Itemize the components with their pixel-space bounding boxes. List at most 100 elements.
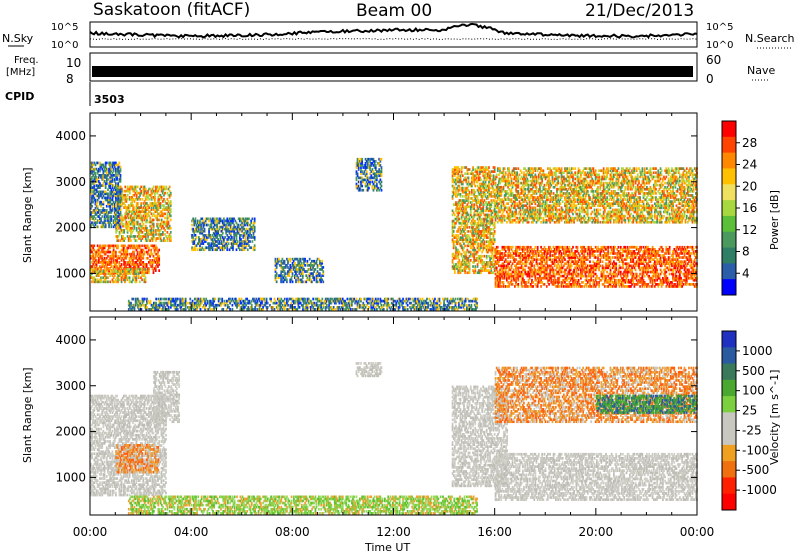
heatmap-cell xyxy=(95,172,97,175)
nsky-tick-bottom: 10^0 xyxy=(51,40,78,51)
freq-tick-top: 10 xyxy=(66,56,81,70)
heatmap-cell xyxy=(95,217,97,220)
heatmap-cell xyxy=(135,235,137,238)
heatmap-cell xyxy=(137,251,139,254)
heatmap-cell xyxy=(105,245,107,248)
heatmap-cell xyxy=(170,219,172,222)
freq-tick-bottom: 8 xyxy=(66,72,74,86)
heatmap-cell xyxy=(101,215,103,218)
heatmap-cell xyxy=(137,202,139,205)
nsky-strip: N.Sky 10^5 10^0 10^5 10^0 N.Search xyxy=(2,22,795,51)
heatmap-cell xyxy=(107,193,109,196)
heatmap-cell xyxy=(93,245,95,248)
heatmap-cell xyxy=(170,235,172,238)
heatmap-cell xyxy=(97,268,99,271)
heatmap-cell xyxy=(117,245,119,248)
heatmap-cell xyxy=(165,186,167,189)
freq-label-2: [MHz] xyxy=(6,67,35,78)
heatmap-cell xyxy=(170,200,172,203)
heatmap-cell xyxy=(164,217,166,220)
plot-canvas: Saskatoon (fitACF) Beam 00 21/Dec/2013 N… xyxy=(0,0,800,554)
heatmap-cell xyxy=(109,281,111,284)
heatmap-cell xyxy=(123,229,125,232)
heatmap-cell xyxy=(100,272,102,275)
heatmap-cell xyxy=(119,279,121,282)
heatmap-cell xyxy=(97,226,99,229)
heatmap-cell xyxy=(145,276,147,279)
heatmap-cell xyxy=(136,227,138,230)
nave-tick-bottom: 0 xyxy=(706,72,714,86)
heatmap-cell xyxy=(111,270,113,273)
heatmap-cell xyxy=(137,221,139,224)
heatmap-cell xyxy=(140,202,142,205)
nsky-right-tick-top: 10^5 xyxy=(706,22,733,33)
heatmap-cell xyxy=(158,269,160,272)
nsearch-label: N.Search xyxy=(745,32,795,45)
heatmap-cell xyxy=(103,270,105,273)
heatmap-cell xyxy=(133,251,135,254)
heatmap-cell xyxy=(156,247,158,250)
heatmap-cell xyxy=(118,239,120,242)
heatmap-cell xyxy=(91,205,93,208)
heatmap-cell xyxy=(148,198,150,201)
freq-label-1: Freq. xyxy=(14,55,39,66)
radar-summary-plot: Saskatoon (fitACF) Beam 00 21/Dec/2013 N… xyxy=(0,0,800,554)
heatmap-cell xyxy=(140,186,142,189)
heatmap-cell xyxy=(109,251,111,254)
heatmap-cell xyxy=(103,201,105,204)
heatmap-cell xyxy=(142,231,144,234)
heatmap-cell xyxy=(124,245,126,248)
heatmap-cell xyxy=(115,251,117,254)
station-title: Saskatoon (fitACF) xyxy=(93,0,250,20)
heatmap-cell xyxy=(101,255,103,258)
date-title: 21/Dec/2013 xyxy=(585,1,694,21)
heatmap-cell xyxy=(139,281,141,284)
heatmap-cell xyxy=(100,268,102,271)
heatmap-cell xyxy=(145,268,147,271)
heatmap-cell xyxy=(153,219,155,222)
heatmap-cell xyxy=(144,251,146,254)
heatmap-cell xyxy=(150,249,152,252)
heatmap-cell xyxy=(107,178,109,181)
heatmap-cell xyxy=(163,204,165,207)
heatmap-region xyxy=(115,186,171,242)
heatmap-cell xyxy=(141,245,143,248)
power-heatmap xyxy=(90,158,698,311)
heatmap-cell xyxy=(158,249,160,252)
heatmap-cell xyxy=(139,245,141,248)
heatmap-cell xyxy=(170,208,172,211)
heatmap-cell xyxy=(164,229,166,232)
heatmap-cell xyxy=(146,263,148,266)
heatmap-cell xyxy=(122,223,124,226)
nave-tick-top: 60 xyxy=(706,53,721,67)
cpid-label: CPID xyxy=(5,90,34,103)
heatmap-cell xyxy=(159,219,161,222)
nsearch-trace xyxy=(90,39,697,40)
heatmap-cell xyxy=(167,231,169,234)
nsky-right-tick-bottom: 10^0 xyxy=(706,40,733,51)
heatmap-cell xyxy=(164,192,166,195)
heatmap-cell xyxy=(92,253,94,256)
heatmap-cell xyxy=(106,162,108,165)
heatmap-cell xyxy=(107,255,109,258)
heatmap-cell xyxy=(170,215,172,218)
heatmap-cell xyxy=(170,227,172,230)
heatmap-cell xyxy=(148,247,150,250)
heatmap-cell xyxy=(124,186,126,189)
heatmap-cell xyxy=(142,198,144,201)
heatmap-cell xyxy=(140,190,142,193)
heatmap-cell xyxy=(158,255,160,258)
heatmap-cell xyxy=(121,263,123,266)
heatmap-cell xyxy=(107,281,109,284)
heatmap-cell xyxy=(161,239,163,242)
nsky-trace xyxy=(90,24,697,38)
heatmap-cell xyxy=(148,267,150,270)
heatmap-cell xyxy=(161,196,163,199)
nsky-tick-top: 10^5 xyxy=(51,22,78,33)
heatmap-cell xyxy=(149,217,151,220)
heatmap-cell xyxy=(111,215,113,218)
heatmap-cell xyxy=(97,205,99,208)
heatmap-cell xyxy=(141,279,143,282)
freq-trace xyxy=(92,66,693,77)
